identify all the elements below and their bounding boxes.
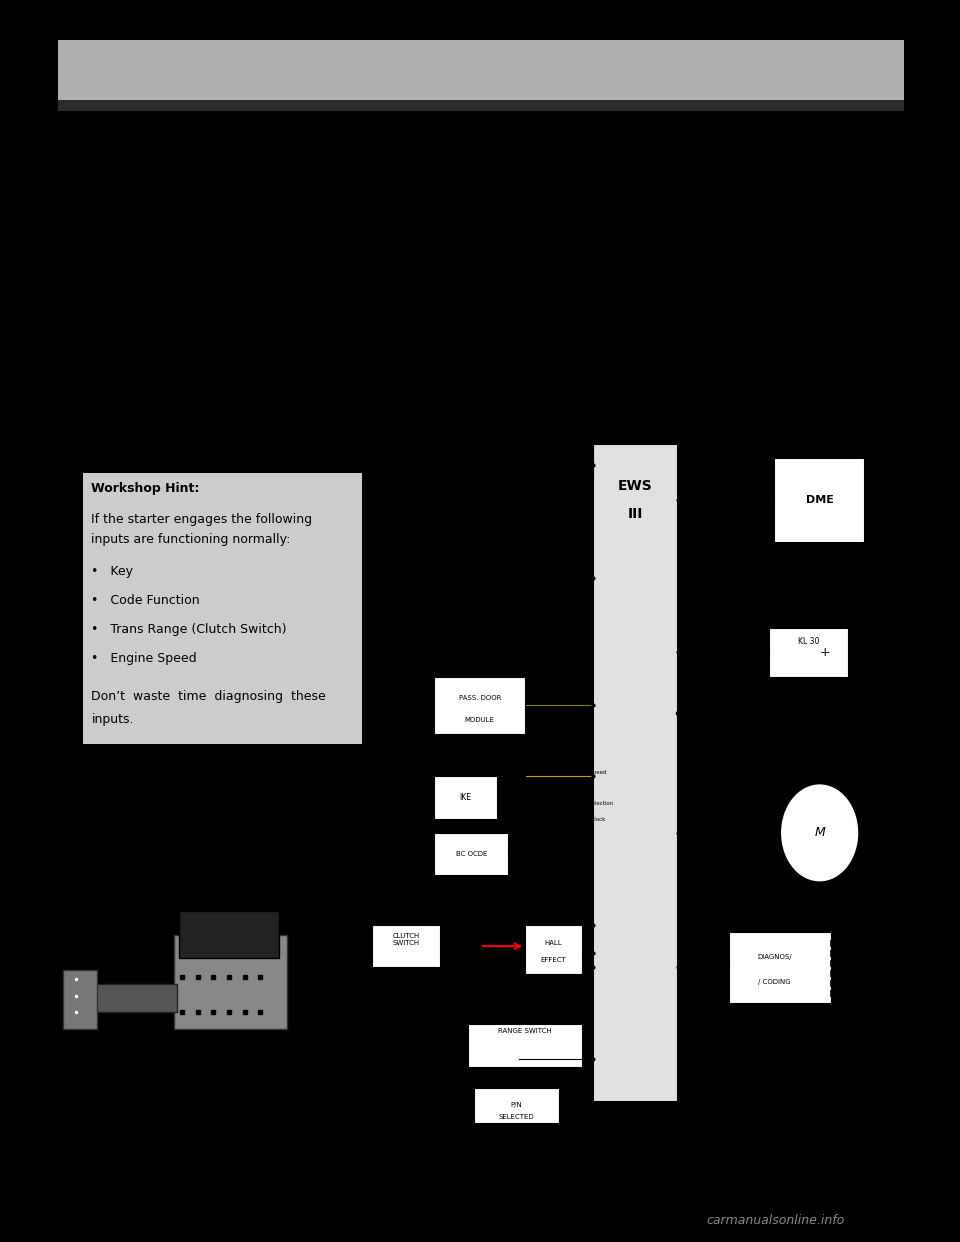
Text: 13 pin cable adapter P/N: 13 pin cable adapter P/N: [83, 1079, 238, 1092]
Bar: [769, 627, 848, 677]
Bar: [474, 1088, 559, 1123]
Text: P/N: P/N: [511, 1103, 522, 1108]
Text: Lock and Unlock Requests: Lock and Unlock Requests: [83, 137, 288, 150]
Text: EFFECT: EFFECT: [540, 958, 566, 964]
Text: •   Trans Range (Clutch Switch): • Trans Range (Clutch Switch): [91, 623, 287, 636]
Text: KL 30: KL 30: [798, 637, 819, 646]
Text: The code function status arrives at the EWS control module over the K-Bus. This : The code function status arrives at the …: [83, 292, 661, 355]
Text: RING ANTENNA: RING ANTENNA: [453, 653, 507, 660]
Bar: [372, 925, 440, 968]
Text: carmanualsonline.info: carmanualsonline.info: [707, 1215, 845, 1227]
Text: +: +: [820, 646, 830, 658]
Text: Range selector position is still provided directly to the EWS III (3.2) control : Range selector position is still provide…: [83, 405, 670, 451]
Text: KL 30: KL 30: [787, 696, 806, 702]
Text: •   Key: • Key: [91, 565, 133, 579]
Text: SELECTED: SELECTED: [499, 1114, 535, 1120]
Text: Range Selector Position: Range Selector Position: [83, 384, 271, 397]
Bar: [729, 932, 831, 1002]
Text: PASS. DOOR: PASS. DOOR: [459, 696, 501, 702]
Text: RANGE SWITCH: RANGE SWITCH: [498, 1028, 552, 1035]
Text: DIAGNOS/: DIAGNOS/: [757, 954, 792, 960]
Text: - Lock - Unlock: - Lock - Unlock: [564, 817, 605, 822]
Text: / CODING: / CODING: [758, 979, 791, 985]
Bar: [775, 458, 865, 543]
Bar: [58, 99, 904, 112]
Circle shape: [780, 784, 859, 882]
Bar: [174, 934, 287, 1028]
Text: ISN: ISN: [756, 559, 769, 569]
Text: •   Engine Speed: • Engine Speed: [91, 652, 197, 664]
Text: HALL: HALL: [544, 940, 563, 945]
Text: M: M: [814, 826, 825, 840]
Text: The lock and unlock information arrives at the GM over the P-Bus from the door m: The lock and unlock information arrives …: [83, 158, 665, 237]
Text: - Doors: - Doors: [564, 786, 585, 791]
Bar: [435, 677, 525, 734]
Text: MODULE: MODULE: [465, 717, 494, 723]
Bar: [83, 473, 363, 744]
Text: inputs are functioning normally:: inputs are functioning normally:: [91, 533, 291, 546]
Text: III: III: [628, 507, 643, 522]
Text: 61 3 190 for EWS III (3.2) diagnosis.: 61 3 190 for EWS III (3.2) diagnosis.: [83, 1095, 307, 1108]
Text: KL 60: KL 60: [702, 696, 722, 702]
Bar: [69, 984, 177, 1012]
Bar: [58, 40, 904, 99]
Text: P BUS: P BUS: [543, 674, 564, 681]
Text: BC OCDE: BC OCDE: [456, 851, 487, 857]
Bar: [63, 970, 97, 1028]
Text: IKE: IKE: [460, 792, 471, 802]
Bar: [593, 443, 678, 1102]
Text: OR II: OR II: [800, 771, 817, 781]
Text: •   Code Function: • Code Function: [91, 594, 200, 607]
Text: Workshop Hint:: Workshop Hint:: [91, 482, 200, 496]
Text: 17: 17: [852, 1154, 875, 1171]
Text: Don’t  waste  time  diagnosing  these: Don’t waste time diagnosing these: [91, 691, 326, 703]
Text: CLUTCH
SWITCH: CLUTCH SWITCH: [393, 933, 420, 945]
Text: - Engine Speed: - Engine Speed: [564, 770, 607, 775]
Text: KL R: KL R: [732, 637, 749, 646]
Text: inputs.: inputs.: [91, 713, 134, 727]
Bar: [525, 925, 582, 975]
Text: K BUS: K BUS: [543, 759, 564, 765]
Text: KL. 30: KL. 30: [502, 432, 526, 441]
Bar: [435, 776, 497, 818]
Text: Code Function: Code Function: [83, 271, 195, 284]
Text: DME: DME: [805, 496, 833, 505]
Text: - Range Selection: - Range Selection: [564, 801, 613, 806]
Text: EWS: EWS: [618, 479, 653, 493]
Text: EWS: EWS: [852, 1175, 875, 1185]
Bar: [180, 912, 278, 959]
Bar: [435, 833, 508, 876]
Bar: [468, 1023, 582, 1067]
Text: If the starter engages the following: If the starter engages the following: [91, 513, 313, 527]
